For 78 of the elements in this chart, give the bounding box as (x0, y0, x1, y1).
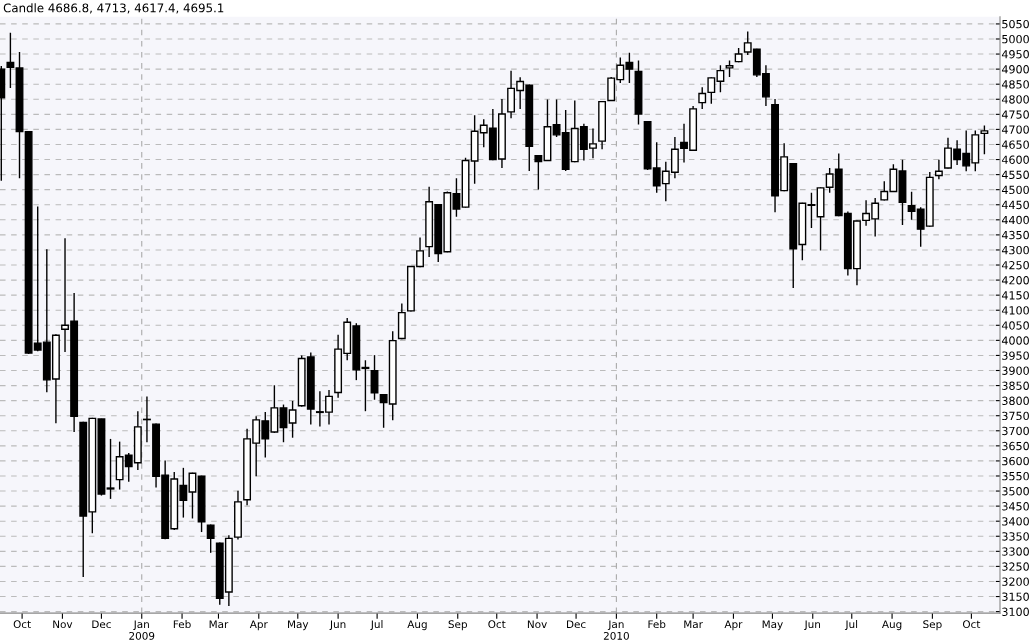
y-tick-label: 4050 (1001, 321, 1029, 330)
x-tick-label: Aug (407, 620, 427, 631)
y-tick-label: 5000 (1002, 34, 1029, 44)
y-tick-label: 3500 (1002, 487, 1029, 496)
x-tick-label: Oct (488, 620, 506, 629)
y-tick-label: 4650 (1001, 140, 1029, 149)
y-tick-label: 4450 (1001, 200, 1029, 210)
y-tick-label: 3200 (1002, 577, 1029, 586)
y-tick-label: 4350 (1001, 230, 1029, 240)
x-tick-label: Feb (173, 620, 191, 629)
y-tick-label: 4550 (1001, 170, 1029, 179)
x-tick-label: Mar (209, 620, 229, 629)
y-tick-label: 4300 (1001, 245, 1029, 255)
x-tick-label: Jul (844, 620, 858, 631)
candlestick (698, 86, 707, 110)
candlestick (106, 438, 115, 500)
candlestick (206, 523, 215, 554)
chart-title: Candle 4686.8, 4713, 4617.4, 4695.1 (3, 3, 224, 14)
y-tick-label: 4850 (1001, 80, 1029, 89)
candlestick (807, 191, 816, 229)
y-tick-label: 3950 (1002, 351, 1029, 360)
y-tick-label: 3750 (1002, 411, 1029, 421)
x-tick-label: Jul (370, 620, 383, 631)
y-tick-label: 3250 (1002, 562, 1029, 571)
x-tick-label: Apr (249, 620, 268, 631)
candlestick (279, 403, 288, 443)
y-tick-label: 3700 (1002, 426, 1029, 436)
y-tick-label: 4700 (1001, 125, 1029, 134)
x-tick-label: Dec (567, 620, 586, 629)
x-tick-label: Oct (962, 620, 981, 629)
x-tick-label: Mar (684, 620, 703, 629)
y-tick-label: 3650 (1002, 441, 1029, 451)
x-tick-label: May (762, 620, 783, 631)
x-tick-label: Jun (329, 620, 346, 631)
y-tick-label: 4600 (1001, 155, 1029, 164)
y-tick-label: 3150 (1002, 592, 1029, 601)
candlestick (288, 400, 297, 439)
y-tick-label: 3100 (1002, 607, 1029, 616)
y-tick-label: 3900 (1002, 366, 1029, 375)
x-tick-label: Nov (53, 620, 73, 629)
y-tick-label: 4950 (1001, 50, 1029, 59)
y-tick-label: 4900 (1001, 65, 1029, 74)
y-tick-label: 3400 (1002, 517, 1029, 526)
y-tick-label: 4800 (1001, 95, 1029, 104)
y-tick-label: 3300 (1002, 547, 1029, 556)
x-tick-label: Nov (527, 620, 547, 629)
y-tick-label: 3600 (1002, 456, 1029, 466)
candlestick (980, 124, 989, 155)
y-tick-label: 4200 (1001, 276, 1029, 285)
x-tick-label: Oct (13, 620, 31, 629)
x-tick-label: Dec (92, 620, 111, 629)
y-tick-label: 3550 (1002, 471, 1029, 481)
candlestick (188, 471, 197, 520)
candlestick (534, 154, 543, 191)
y-tick-label: 4750 (1001, 110, 1029, 119)
y-tick-label: 3800 (1002, 396, 1029, 406)
y-tick-label: 3850 (1002, 381, 1029, 390)
y-tick-label: 4150 (1001, 291, 1029, 300)
x-tick-label: Feb (648, 620, 666, 629)
y-tick-label: 4250 (1001, 261, 1029, 270)
x-tick-label: May (288, 620, 309, 631)
x-tick-label: Jan 2010 (603, 620, 629, 640)
candlestick (370, 354, 379, 401)
x-tick-label: Jun (804, 620, 820, 631)
candlestick (6, 31, 15, 89)
x-tick-label: Sep (923, 620, 942, 631)
y-tick-label: 5050 (1002, 19, 1029, 29)
y-tick-label: 4000 (1001, 336, 1029, 345)
y-tick-label: 3450 (1002, 502, 1029, 511)
x-tick-label: Aug (881, 620, 902, 631)
x-tick-label: Sep (448, 620, 467, 631)
y-tick-label: 3350 (1002, 532, 1029, 541)
x-tick-label: Jan 2009 (129, 620, 155, 640)
y-tick-label: 4500 (1001, 185, 1029, 195)
y-tick-label: 4100 (1001, 306, 1029, 315)
candlestick (934, 159, 943, 180)
y-tick-label: 4400 (1001, 215, 1029, 225)
x-tick-label: Apr (724, 620, 743, 631)
